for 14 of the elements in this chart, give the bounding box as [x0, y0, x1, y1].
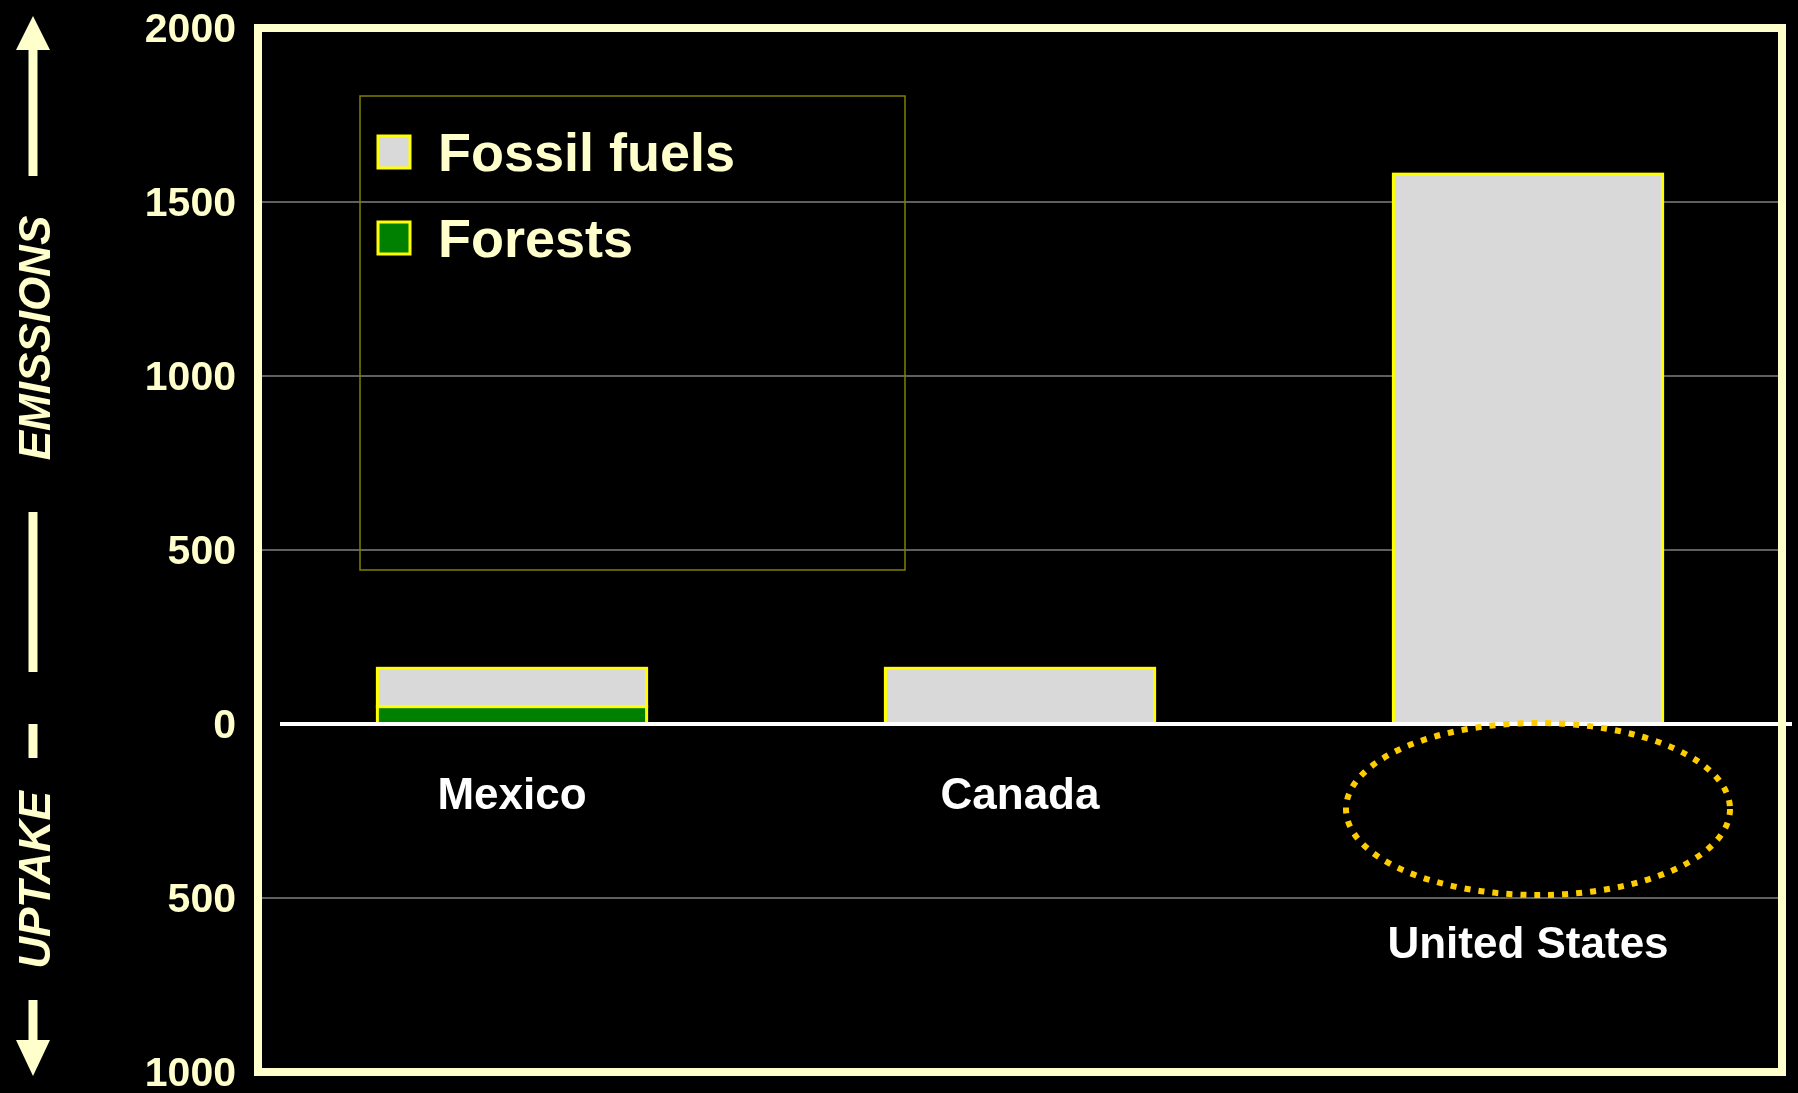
- y-tick-label: 1000: [144, 353, 236, 400]
- legend-label: Fossil fuels: [438, 121, 736, 182]
- legend-label: Forests: [438, 207, 634, 268]
- y-tick-label: 1000: [144, 1049, 236, 1093]
- y-tick-label: 500: [167, 527, 236, 574]
- y-tick-label: 0: [213, 701, 236, 748]
- text: UPTAKE: [10, 789, 59, 969]
- x-tick-label: Mexico: [437, 769, 587, 819]
- y-tick-label: 2000: [144, 5, 236, 52]
- y-tick-label: 1500: [144, 179, 236, 226]
- x-tick-label: Canada: [940, 769, 1100, 819]
- text: EMISSIONS: [10, 215, 59, 461]
- y-tick-label: 500: [167, 875, 236, 922]
- x-tick-label: United States: [1387, 918, 1669, 968]
